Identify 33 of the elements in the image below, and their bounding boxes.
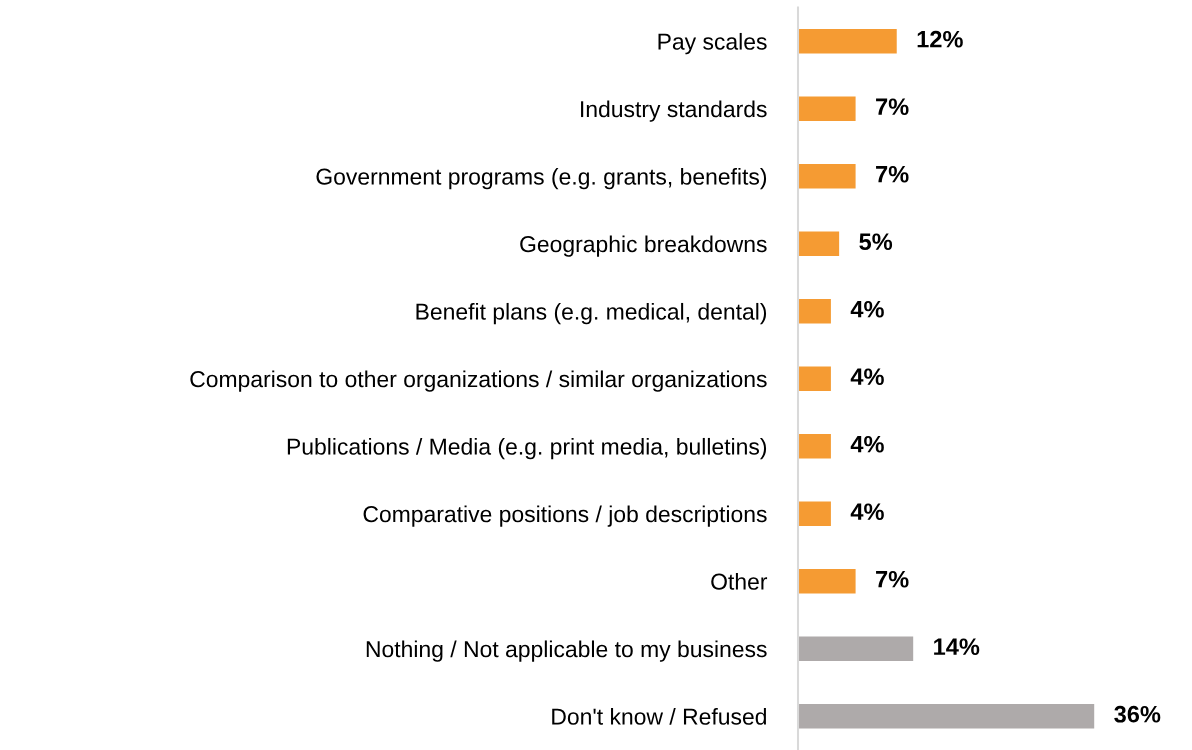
data-label: 4% — [850, 300, 884, 318]
data-label: 4% — [850, 503, 884, 521]
y-tick-label: Other — [711, 572, 768, 590]
bar — [798, 96, 856, 121]
y-tick-label: Nothing / Not applicable to my business — [366, 640, 767, 662]
y-tick-label: Benefit plans (e.g. medical, dental) — [416, 302, 767, 325]
data-label: 7% — [876, 98, 909, 116]
y-tick-label: Comparative positions / job descriptions — [363, 505, 767, 527]
data-label: 36% — [1114, 705, 1161, 723]
data-label: 5% — [859, 233, 893, 251]
bar — [798, 366, 831, 391]
y-tick-label: Comparison to other organizations / similar organizations — [190, 370, 767, 392]
data-label: 12% — [917, 30, 963, 48]
bar — [798, 299, 831, 324]
bar — [798, 704, 1095, 729]
bar — [798, 231, 840, 256]
y-tick-label: Industry standards — [581, 100, 767, 122]
bar — [798, 636, 914, 661]
data-label: 7% — [876, 570, 909, 588]
data-label: 14% — [934, 638, 980, 656]
bar — [798, 434, 831, 459]
y-tick-label: Don't know / Refused — [552, 707, 766, 725]
y-tick-label: Government programs (e.g. grants, benefits) — [316, 167, 767, 190]
y-tick-label: Geographic breakdowns — [520, 235, 767, 257]
y-tick-label: Publications / Media (e.g. print media, bulletins) — [287, 437, 767, 460]
data-label: 7% — [876, 165, 909, 183]
y-tick-label: Pay scales — [658, 32, 767, 55]
data-label: 4% — [850, 435, 884, 453]
bar — [798, 164, 856, 189]
data-label: 4% — [850, 368, 884, 386]
bar — [798, 501, 831, 526]
bar — [798, 29, 897, 54]
bar — [798, 569, 856, 594]
